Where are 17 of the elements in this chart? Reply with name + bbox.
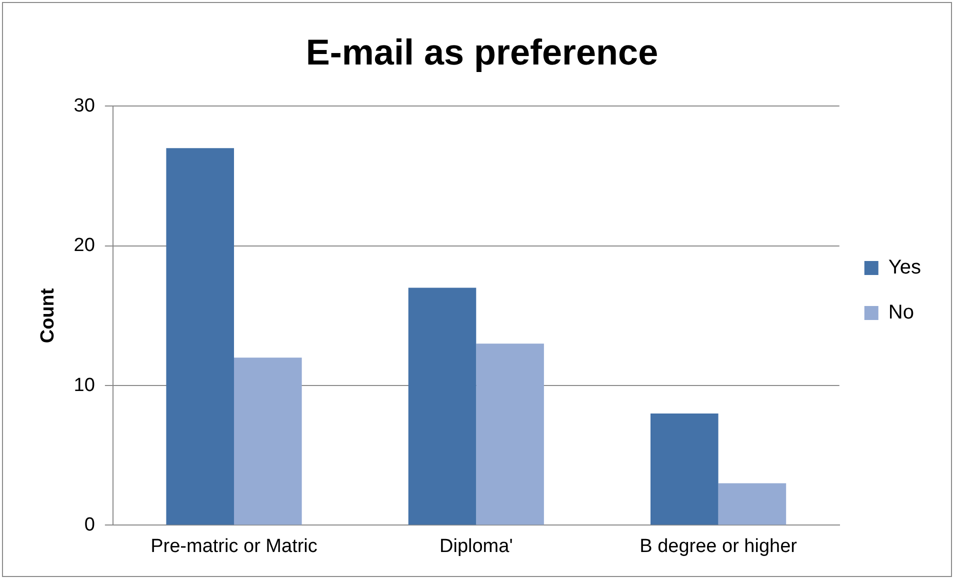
y-axis-title: Count — [38, 288, 59, 344]
bar — [650, 413, 718, 525]
bar — [408, 288, 476, 525]
x-tick-label: Diploma' — [439, 536, 513, 557]
legend-label: No — [888, 302, 914, 324]
x-tick-label: Pre-matric or Matric — [150, 536, 318, 557]
legend-label: Yes — [888, 256, 922, 279]
bar — [718, 483, 786, 525]
bar — [476, 344, 544, 525]
bar — [166, 148, 234, 525]
y-tick-label: 20 — [74, 235, 95, 256]
chart-title: E-mail as preference — [306, 32, 658, 73]
x-tick-label: B degree or higher — [640, 536, 798, 557]
y-tick-label: 0 — [84, 514, 95, 536]
y-tick-label: 10 — [74, 374, 95, 396]
bar — [234, 358, 302, 525]
y-tick-label: 30 — [74, 95, 95, 116]
